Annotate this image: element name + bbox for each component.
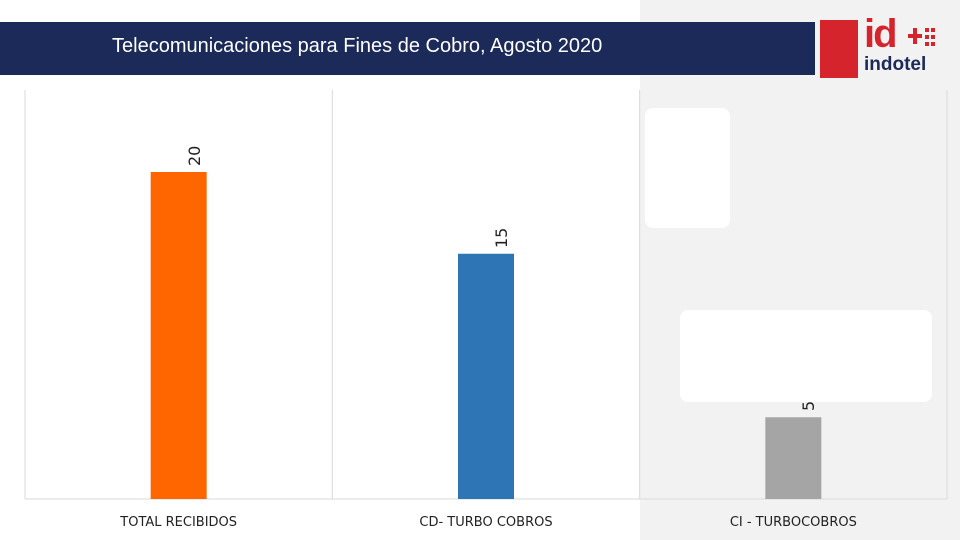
- x-tick-label: CD- TURBO COBROS: [419, 515, 553, 530]
- bar: [458, 253, 514, 499]
- x-tick-label: CI - TURBOCOBROS: [729, 515, 857, 530]
- logo-red-block: [820, 20, 858, 78]
- background-card: [680, 310, 932, 402]
- logo-grid-icon: [908, 26, 936, 48]
- bar-value-label: 15: [492, 227, 511, 248]
- bar-value-label: 5: [799, 401, 819, 412]
- title-bar: Telecomunicaciones para Fines de Cobro, …: [0, 22, 815, 75]
- x-tick-label: TOTAL RECIBIDOS: [120, 515, 238, 530]
- indotel-logo: id indotel: [820, 12, 944, 78]
- logo-name: indotel: [864, 54, 927, 75]
- bar: [765, 417, 822, 499]
- logo-mark: id: [864, 12, 898, 56]
- bar: [150, 172, 207, 499]
- bar-value-label: 20: [184, 145, 204, 166]
- page-title: Telecomunicaciones para Fines de Cobro, …: [112, 35, 603, 57]
- background-card: [645, 108, 730, 228]
